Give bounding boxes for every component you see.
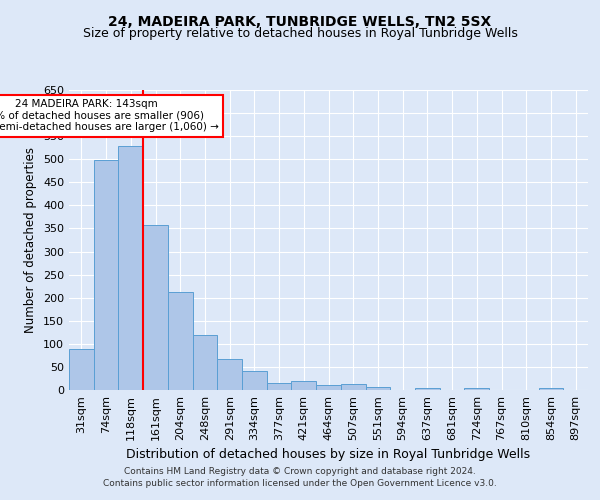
Bar xyxy=(217,358,242,390)
Text: Contains public sector information licensed under the Open Government Licence v3: Contains public sector information licen… xyxy=(103,478,497,488)
Bar xyxy=(539,388,563,390)
Bar xyxy=(143,225,168,390)
Text: Contains HM Land Registry data © Crown copyright and database right 2024.: Contains HM Land Registry data © Crown c… xyxy=(124,467,476,476)
Bar xyxy=(267,382,292,390)
Bar xyxy=(292,381,316,390)
Bar xyxy=(193,334,217,390)
Bar xyxy=(365,387,390,390)
Bar xyxy=(69,350,94,390)
Bar xyxy=(341,384,365,390)
Bar xyxy=(168,292,193,390)
Text: 24, MADEIRA PARK, TUNBRIDGE WELLS, TN2 5SX: 24, MADEIRA PARK, TUNBRIDGE WELLS, TN2 5… xyxy=(109,15,491,29)
X-axis label: Distribution of detached houses by size in Royal Tunbridge Wells: Distribution of detached houses by size … xyxy=(127,448,530,462)
Bar xyxy=(316,386,341,390)
Text: Size of property relative to detached houses in Royal Tunbridge Wells: Size of property relative to detached ho… xyxy=(83,28,517,40)
Bar xyxy=(94,160,118,390)
Y-axis label: Number of detached properties: Number of detached properties xyxy=(25,147,37,333)
Bar xyxy=(464,388,489,390)
Text: 24 MADEIRA PARK: 143sqm
← 46% of detached houses are smaller (906)
54% of semi-d: 24 MADEIRA PARK: 143sqm ← 46% of detache… xyxy=(0,99,219,132)
Bar xyxy=(415,388,440,390)
Bar xyxy=(242,370,267,390)
Bar xyxy=(118,146,143,390)
